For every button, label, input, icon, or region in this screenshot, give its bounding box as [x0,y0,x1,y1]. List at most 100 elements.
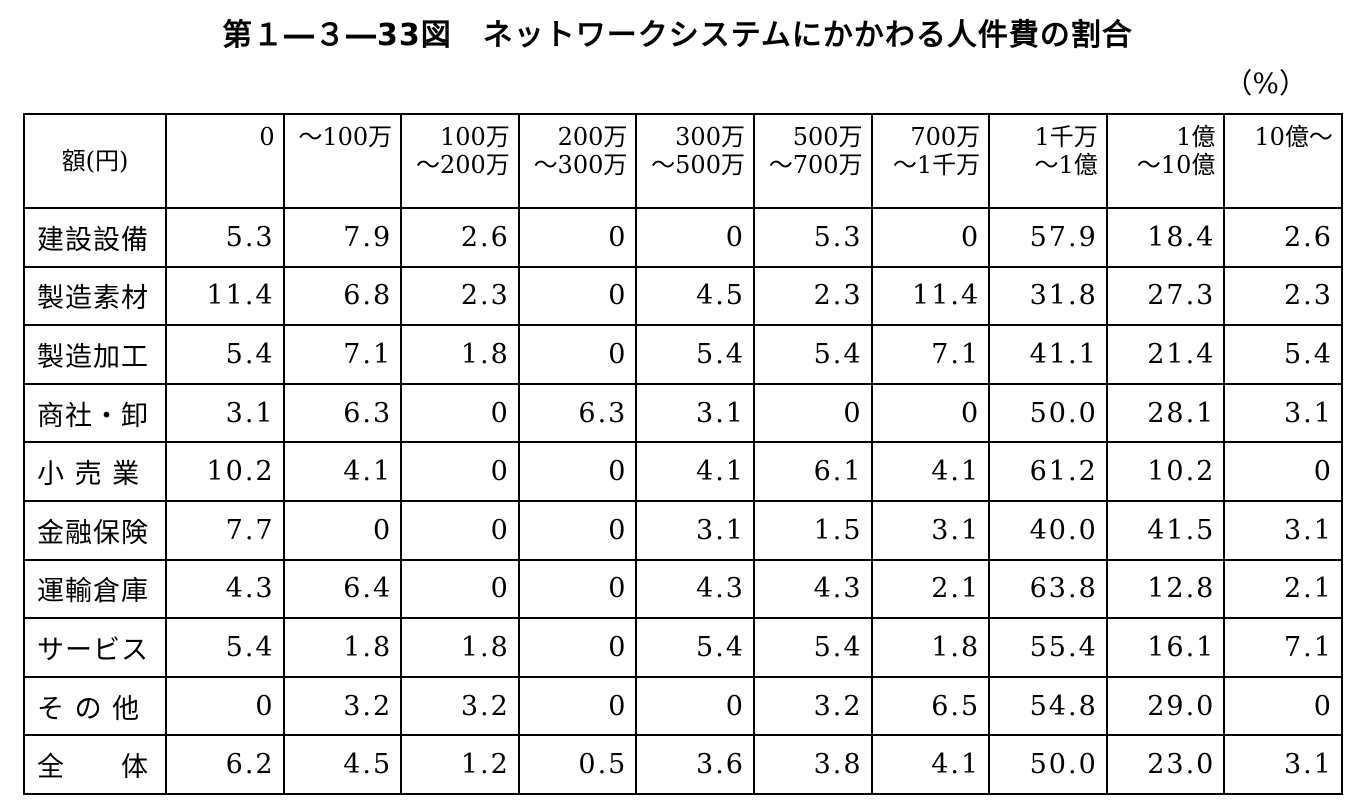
column-header: 1億 ～10億 [1105,113,1226,209]
column-header: ～100万 [282,113,403,209]
row-label: 全 体 [23,734,167,795]
table-row: 建設設備 5.3 7.9 2.6 0 0 5.3 0 57.9 18.4 2.6 [23,207,1343,268]
table-cell: 0 [400,558,520,620]
table-cell: 7.1 [870,324,991,385]
header-row: 額(円) 0 ～100万 100万 ～200万 200万 ～300万 300万 ～500万 50… [23,113,1343,209]
table-cell: 0 [517,265,638,327]
table-cell: 54.8 [988,675,1108,737]
table-cell: 3.1 [635,499,755,561]
table-cell: 3.1 [1223,499,1343,561]
table-cell: 29.0 [1105,675,1226,737]
table-cell: 10.2 [165,441,285,502]
table-cell: 41.5 [1105,499,1226,561]
column-header-line2: ～700万 [768,151,863,179]
table-cell: 6.8 [282,265,403,327]
row-label: 運輸倉庫 [23,558,167,620]
column-header-line1: 100万 [439,123,510,151]
table-cell: 3.2 [282,675,403,737]
table-cell: 4.5 [635,265,755,327]
row-label: 建設設備 [23,207,167,268]
column-header-line1: 500万 [792,123,863,151]
table-cell: 0 [635,207,755,268]
table-cell: 4.1 [282,441,403,502]
row-label: 金融保険 [23,499,167,561]
table-cell: 3.2 [400,675,520,737]
unit-label: （%） [1224,67,1307,100]
column-header-line2: ～1億 [1034,151,1098,179]
table-cell: 2.1 [1223,558,1343,620]
table-row: 製造加工 5.4 7.1 1.8 0 5.4 5.4 7.1 41.1 21.4 5.4 [23,324,1343,385]
column-header: 10億～ [1223,113,1343,209]
table-cell: 0 [517,675,638,737]
table-cell: 5.4 [165,324,285,385]
table-cell: 0 [400,499,520,561]
corner-header: 額(円) [23,113,167,209]
table-cell: 3.1 [165,382,285,444]
column-header: 200万 ～300万 [517,113,638,209]
table-cell: 5.4 [635,617,755,678]
table-cell: 21.4 [1105,324,1226,385]
column-header-line1: 300万 [675,123,745,151]
row-label: そ の 他 [23,675,167,737]
table-cell: 0 [517,441,638,502]
table-row: 金融保険 7.7 0 0 0 3.1 1.5 3.1 40.0 41.5 3.1 [23,499,1343,561]
column-header: 300万 ～500万 [635,113,755,209]
table-cell: 10.2 [1105,441,1226,502]
column-header: 1千万 ～1億 [988,113,1108,209]
row-label: 製造素材 [23,265,167,327]
table-cell: 12.8 [1105,558,1226,620]
table-cell: 0.5 [517,734,638,795]
table-cell: 6.3 [282,382,403,444]
column-header: 0 [165,113,285,209]
table-cell: 3.2 [752,675,873,737]
table-cell: 0 [400,382,520,444]
table-cell: 7.1 [282,324,403,385]
table-row: サービス 5.4 1.8 1.8 0 5.4 5.4 1.8 55.4 16.1 7.1 [23,617,1343,678]
table-cell: 28.1 [1105,382,1226,444]
column-header-line2: ～300万 [533,151,628,179]
table-cell: 5.4 [752,324,873,385]
table-cell: 5.3 [165,207,285,268]
table-row: 小 売 業 10.2 4.1 0 0 4.1 6.1 4.1 61.2 10.2 0 [23,441,1343,502]
table-cell: 2.3 [400,265,520,327]
table-cell: 5.4 [752,617,873,678]
table-cell: 1.8 [400,324,520,385]
table-cell: 0 [400,441,520,502]
table-row: 製造素材 11.4 6.8 2.3 0 4.5 2.3 11.4 31.8 27.3 2.3 [23,265,1343,327]
table-cell: 3.8 [752,734,873,795]
column-header-line1: 1億 [1176,123,1216,151]
table-cell: 4.1 [870,734,991,795]
row-label: サービス [23,617,167,678]
table-cell: 57.9 [988,207,1108,268]
table-cell: 6.5 [870,675,991,737]
column-header-line1: 10億～ [1254,123,1333,151]
table-cell: 5.3 [752,207,873,268]
table-cell: 6.4 [282,558,403,620]
column-header: 100万 ～200万 [400,113,520,209]
column-header-line1: 700万 [910,123,981,151]
table-cell: 0 [635,675,755,737]
table-cell: 18.4 [1105,207,1226,268]
table-cell: 3.6 [635,734,755,795]
table-cell: 4.5 [282,734,403,795]
column-header-line2: ～500万 [651,151,745,179]
column-header-line2: ～10億 [1136,151,1216,179]
column-header-line1: 1千万 [1034,123,1098,151]
table-cell: 63.8 [988,558,1108,620]
table-row: 全 体 6.2 4.5 1.2 0.5 3.6 3.8 4.1 50.0 23.0 3.1 [23,734,1343,795]
row-label: 製造加工 [23,324,167,385]
table-cell: 1.8 [870,617,991,678]
column-header-line2: ～1千万 [892,151,981,179]
column-header: 500万 ～700万 [752,113,873,209]
table-cell: 6.3 [517,382,638,444]
table-cell: 4.3 [165,558,285,620]
table-cell: 0 [1223,675,1343,737]
table-cell: 50.0 [988,382,1108,444]
row-label: 小 売 業 [23,441,167,502]
table-cell: 5.4 [165,617,285,678]
table-cell: 0 [517,324,638,385]
table-cell: 6.2 [165,734,285,795]
table-row: 商社・卸 3.1 6.3 0 6.3 3.1 0 0 50.0 28.1 3.1 [23,382,1343,444]
table-cell: 7.1 [1223,617,1343,678]
table-cell: 31.8 [988,265,1108,327]
